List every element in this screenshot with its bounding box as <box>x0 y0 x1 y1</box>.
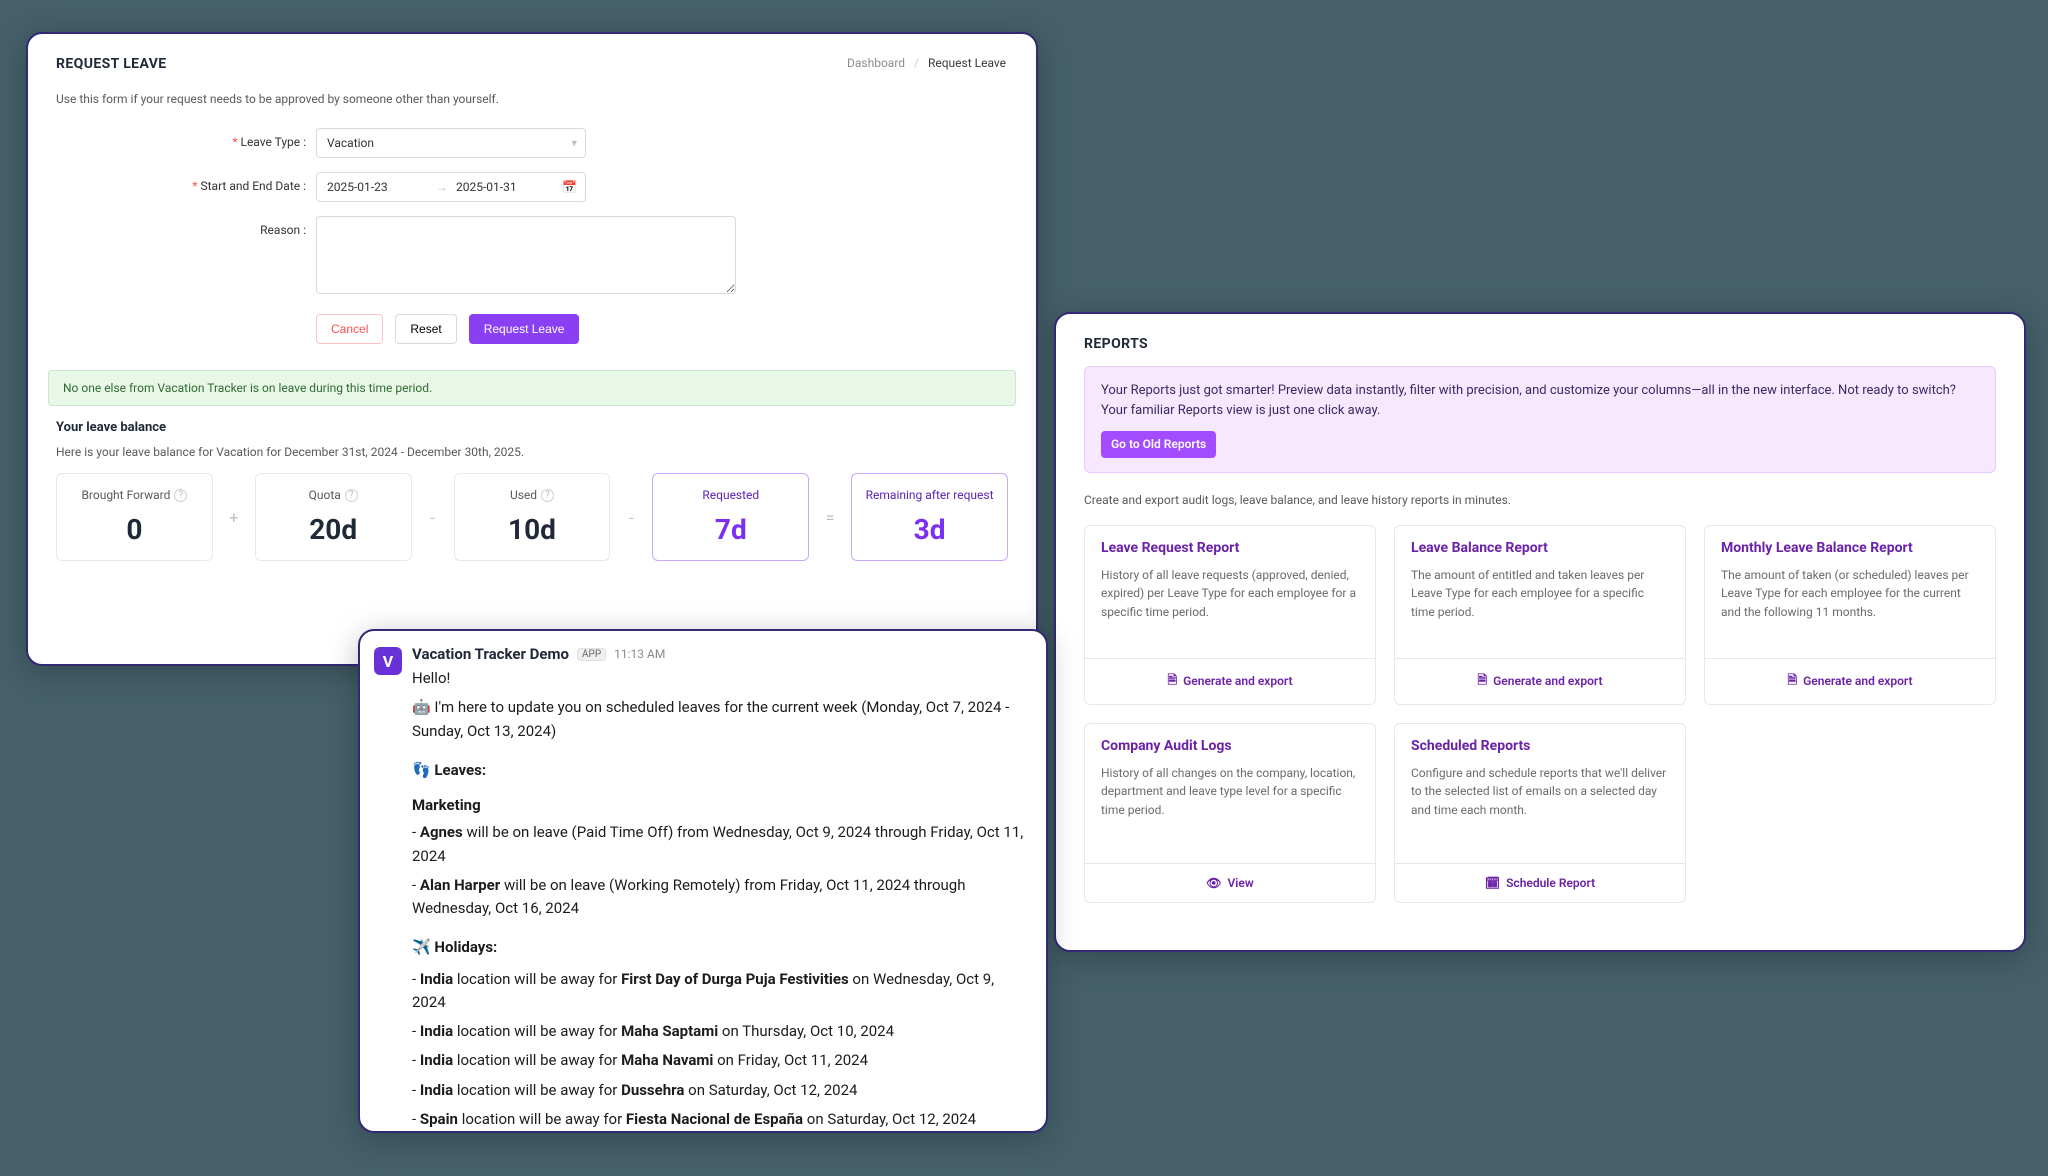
greeting: Hello! <box>412 667 1026 690</box>
message-body: Hello! 🤖 I'm here to update you on sched… <box>412 667 1026 1131</box>
report-card-title[interactable]: Scheduled Reports <box>1411 738 1669 754</box>
go-old-reports-button[interactable]: Go to Old Reports <box>1101 431 1216 458</box>
report-card: Leave Request Report History of all leave… <box>1084 525 1376 705</box>
report-card: Leave Balance Report The amount of entitl… <box>1394 525 1686 705</box>
report-card-desc: The amount of taken (or scheduled) leave… <box>1721 566 1979 644</box>
submit-button[interactable]: Request Leave <box>469 314 580 344</box>
report-card: Scheduled Reports Configure and schedule … <box>1394 723 1686 903</box>
request-leave-panel: REQUEST LEAVE Dashboard / Request Leave … <box>26 32 1038 666</box>
message-time: 11:13 AM <box>614 647 665 661</box>
date-range-input[interactable]: 2025-01-23 → 2025-01-31 📅 <box>316 172 586 202</box>
arrow-right-icon: → <box>436 180 448 194</box>
holiday-item: - Spain location will be away for Fiesta… <box>412 1108 1026 1131</box>
eye-icon: 👁 <box>1206 876 1221 890</box>
report-card-desc: Configure and schedule reports that we'l… <box>1411 764 1669 849</box>
leave-item: - Agnes will be on leave (Paid Time Off)… <box>412 821 1026 868</box>
balance-sub: Here is your leave balance for Vacation … <box>56 445 1008 459</box>
report-card-action[interactable]: 🗎Generate and export <box>1395 658 1685 694</box>
reason-textarea[interactable] <box>316 216 736 294</box>
app-name: Vacation Tracker Demo <box>412 645 569 663</box>
holiday-item: - India location will be away for Maha N… <box>412 1049 1026 1072</box>
reset-button[interactable]: Reset <box>395 314 456 344</box>
balance-card: Used ? 10d <box>454 473 611 561</box>
holiday-item: - India location will be away for Maha S… <box>412 1020 1026 1043</box>
balance-card: Quota ? 20d <box>255 473 412 561</box>
holiday-item: - India location will be away for Dusseh… <box>412 1079 1026 1102</box>
balance-card-value: 0 <box>65 513 204 546</box>
app-avatar: V <box>374 647 402 675</box>
balance-card: Remaining after request 3d <box>851 473 1008 561</box>
balance-card-value: 10d <box>463 513 602 546</box>
report-card-action[interactable]: 🗎Generate and export <box>1085 658 1375 694</box>
balance-card-title: Requested <box>702 488 759 502</box>
document-icon: 🗎 <box>1477 671 1487 692</box>
balance-card-value: 20d <box>264 513 403 546</box>
reports-sub: Create and export audit logs, leave bala… <box>1084 493 1996 507</box>
breadcrumb: Dashboard / Request Leave <box>847 56 1006 70</box>
label-reason: Reason : <box>56 216 316 237</box>
calendar-icon: 📅 <box>562 180 577 194</box>
form-hint: Use this form if your request needs to b… <box>56 92 1008 106</box>
balance-card-title: Used ? <box>510 488 554 502</box>
balance-operator: - <box>426 508 440 527</box>
report-card-desc: History of all leave requests (approved,… <box>1101 566 1359 644</box>
document-icon: 🗎 <box>1167 671 1177 692</box>
report-card: Monthly Leave Balance Report The amount o… <box>1704 525 1996 705</box>
holiday-item: - India location will be away for First … <box>412 968 1026 1015</box>
leaves-header: Leaves: <box>434 761 486 779</box>
cancel-button[interactable]: Cancel <box>316 314 383 344</box>
reports-title: REPORTS <box>1084 336 1996 352</box>
help-icon[interactable]: ? <box>345 489 358 502</box>
leave-balance: Your leave balance Here is your leave ba… <box>56 420 1008 561</box>
app-badge: APP <box>577 648 606 661</box>
reports-panel: REPORTS Your Reports just got smarter! P… <box>1054 312 2026 952</box>
label-leave-type: *Leave Type : <box>56 128 316 149</box>
report-card-action[interactable]: 🗎Generate and export <box>1705 658 1995 694</box>
intro-text: I'm here to update you on scheduled leav… <box>412 698 1009 739</box>
balance-card: Brought Forward ? 0 <box>56 473 213 561</box>
report-card-desc: The amount of entitled and taken leaves … <box>1411 566 1669 644</box>
banner-text: Your Reports just got smarter! Preview d… <box>1101 381 1979 421</box>
balance-card: Requested 7d <box>652 473 809 561</box>
footprints-icon: 👣 <box>412 761 431 779</box>
report-card-action[interactable]: 👁View <box>1085 863 1375 892</box>
report-card-title[interactable]: Monthly Leave Balance Report <box>1721 540 1979 556</box>
airplane-icon: ✈️ <box>412 938 431 956</box>
balance-heading: Your leave balance <box>56 420 1008 435</box>
report-card-action[interactable]: 🗓Schedule Report <box>1395 863 1685 892</box>
report-card-desc: History of all changes on the company, l… <box>1101 764 1359 849</box>
overlap-alert: No one else from Vacation Tracker is on … <box>48 370 1016 406</box>
reports-banner: Your Reports just got smarter! Preview d… <box>1084 366 1996 473</box>
balance-operator: = <box>823 508 837 527</box>
report-card-title[interactable]: Leave Balance Report <box>1411 540 1669 556</box>
breadcrumb-home[interactable]: Dashboard <box>847 56 905 70</box>
help-icon[interactable]: ? <box>541 489 554 502</box>
holidays-header: Holidays: <box>434 938 497 956</box>
calendar-icon: 🗓 <box>1485 876 1500 890</box>
balance-operator: + <box>227 508 241 527</box>
report-card: Company Audit Logs History of all changes… <box>1084 723 1376 903</box>
balance-card-title: Remaining after request <box>866 488 994 502</box>
document-icon: 🗎 <box>1787 671 1797 692</box>
range-end: 2025-01-31 <box>456 180 557 194</box>
chevron-down-icon: ▾ <box>571 137 577 150</box>
help-icon[interactable]: ? <box>174 489 187 502</box>
robot-icon: 🤖 <box>412 698 431 716</box>
leave-item: - Alan Harper will be on leave (Working … <box>412 874 1026 921</box>
leave-type-value: Vacation <box>327 136 374 150</box>
balance-card-value: 3d <box>860 513 999 546</box>
leave-type-select[interactable]: Vacation ▾ <box>316 128 586 158</box>
label-date-range: *Start and End Date : <box>56 172 316 193</box>
report-card-title[interactable]: Company Audit Logs <box>1101 738 1359 754</box>
report-card-title[interactable]: Leave Request Report <box>1101 540 1359 556</box>
balance-operator: - <box>624 508 638 527</box>
balance-card-value: 7d <box>661 513 800 546</box>
breadcrumb-sep: / <box>914 56 919 70</box>
team-name: Marketing <box>412 794 1026 817</box>
range-start: 2025-01-23 <box>327 180 428 194</box>
breadcrumb-current: Request Leave <box>928 56 1006 70</box>
balance-card-title: Brought Forward ? <box>81 488 187 502</box>
slack-message-panel: V Vacation Tracker Demo APP 11:13 AM Hel… <box>358 629 1048 1133</box>
balance-card-title: Quota ? <box>309 488 358 502</box>
